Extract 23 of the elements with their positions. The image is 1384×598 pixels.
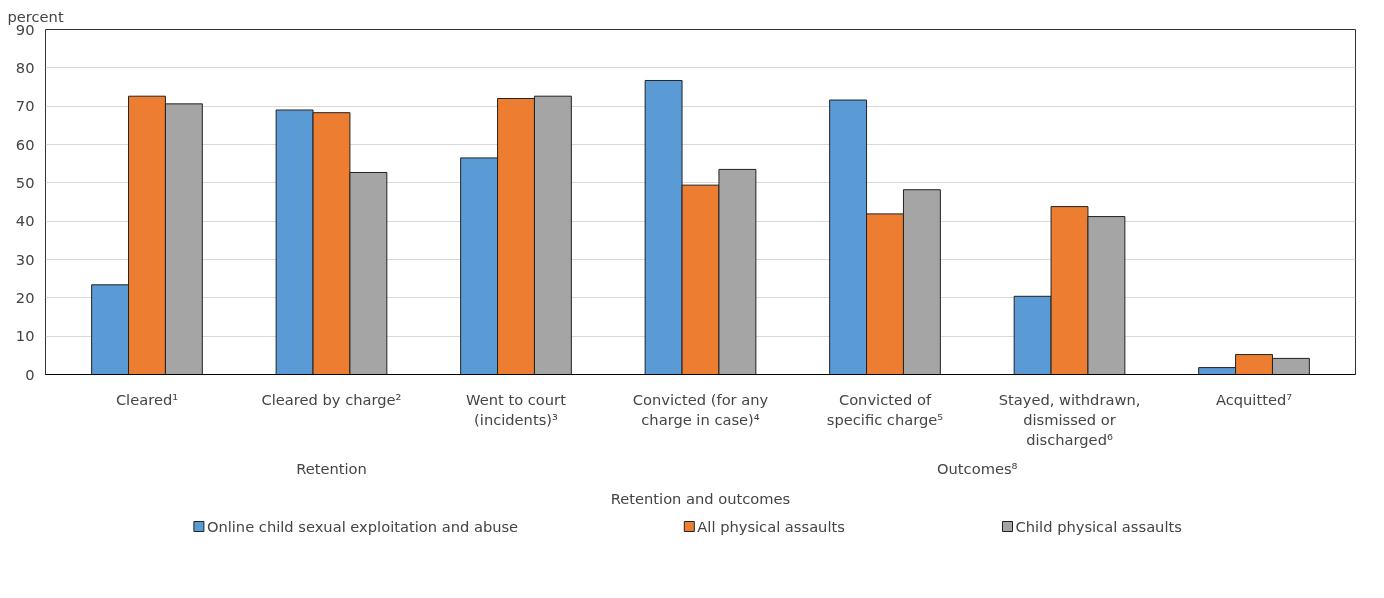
y-tick-label: 60 [15, 135, 35, 153]
y-tick-label: 50 [15, 173, 35, 191]
x-tick-label: Stayed, withdrawn, dismissed or discharged⁶ [998, 390, 1141, 449]
y-tick-label: 10 [15, 327, 35, 345]
x-tick-label: Acquitted⁷ [1215, 390, 1293, 408]
legend-label: All physical assaults [697, 518, 845, 535]
y-tick-label: 30 [15, 250, 35, 268]
x-tick-label: Convicted (for any charge in case)⁴ [632, 390, 769, 428]
legend-label: Online child sexual exploitation and abuse [206, 518, 519, 535]
text: Retention [296, 459, 367, 477]
x-tick-label: Cleared by charge² [261, 390, 402, 408]
x-axis-title: Retention and outcomes [610, 489, 791, 507]
text: Outcomes⁸ [937, 459, 1018, 477]
y-tick-label: 80 [15, 58, 35, 76]
y-tick-label: 20 [15, 288, 35, 306]
y-tick-label: 0 [25, 365, 35, 383]
x-tick-label: Went to court (incidents)³ [466, 390, 567, 428]
y-axis-title: percent [7, 7, 64, 25]
y-tick-label: 70 [15, 97, 35, 115]
x-tick-label: Cleared¹ [115, 390, 179, 408]
x-tick-label: Convicted of specific charge⁵ [826, 390, 944, 428]
y-tick-label: 40 [15, 212, 35, 230]
legend-label: Child physical assaults [1015, 518, 1182, 535]
